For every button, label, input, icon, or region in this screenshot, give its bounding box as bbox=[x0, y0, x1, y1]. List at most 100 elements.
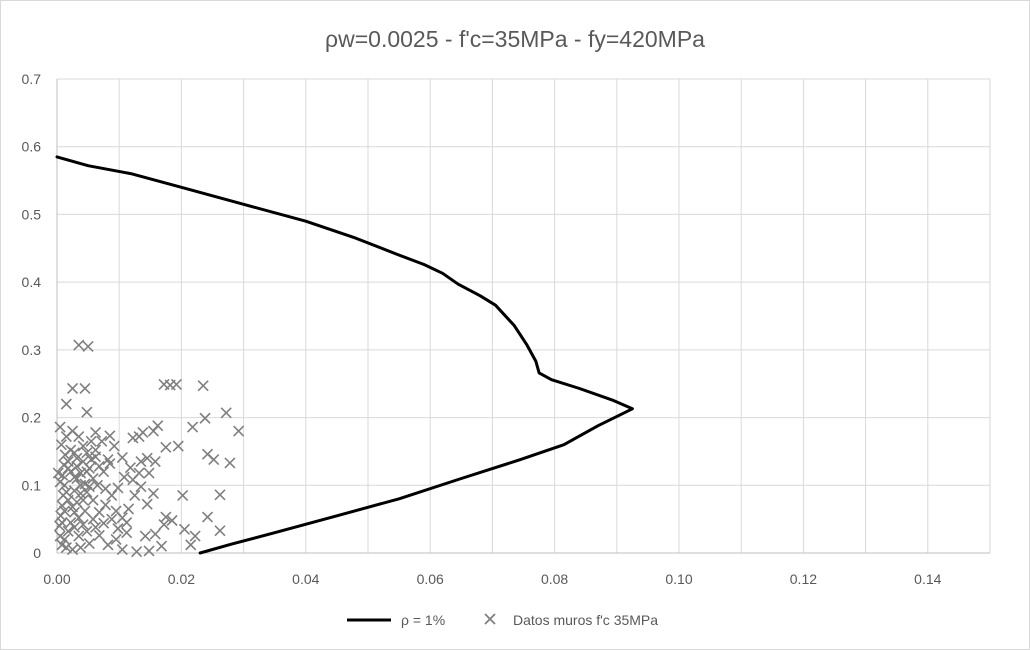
scatter-point bbox=[58, 505, 71, 517]
scatter-point bbox=[98, 517, 110, 529]
scatter-point bbox=[102, 453, 114, 466]
scatter-point bbox=[87, 472, 99, 485]
scatter-point bbox=[99, 499, 112, 511]
scatter-point bbox=[104, 430, 116, 442]
x-tick-label: 0.00 bbox=[43, 571, 70, 587]
tick-labels: 0.00 0.02 0.04 0.06 0.08 0.10 0.12 0.14 0 0.1 0.2 0… bbox=[22, 71, 942, 587]
scatter-point bbox=[233, 425, 245, 437]
scatter-point bbox=[73, 430, 85, 443]
scatter-point bbox=[60, 398, 72, 410]
scatter-point bbox=[62, 462, 74, 474]
scatter-point bbox=[81, 447, 93, 459]
scatter-point bbox=[73, 512, 85, 524]
x-tick-label: 0.10 bbox=[665, 571, 692, 587]
scatter-point bbox=[85, 435, 97, 447]
scatter-point bbox=[147, 425, 159, 437]
scatter-point bbox=[214, 489, 226, 501]
y-tick-label: 0.3 bbox=[22, 342, 42, 358]
y-tick-label: 0.4 bbox=[22, 274, 42, 290]
x-tick-label: 0.14 bbox=[914, 571, 941, 587]
scatter-point bbox=[79, 382, 91, 395]
scatter-point bbox=[185, 539, 197, 551]
scatter-point bbox=[141, 452, 153, 464]
x-tick-label: 0.04 bbox=[292, 571, 319, 587]
scatter-point bbox=[201, 511, 214, 523]
scatter-point bbox=[52, 467, 64, 479]
scatter-point bbox=[62, 525, 74, 537]
scatter-point bbox=[82, 340, 94, 353]
scatter-point bbox=[55, 439, 67, 451]
scatter-point bbox=[68, 521, 80, 533]
line-series bbox=[55, 155, 634, 555]
chart-title: ρw=0.0025 - f'c=35MPa - fy=420MPa bbox=[325, 26, 705, 52]
scatter-point bbox=[75, 467, 87, 479]
scatter-point bbox=[189, 530, 201, 542]
scatter-point bbox=[77, 440, 89, 452]
scatter-point bbox=[131, 546, 143, 558]
scatter-point bbox=[89, 521, 102, 533]
scatter-point bbox=[129, 489, 141, 502]
scatter-point bbox=[172, 440, 184, 452]
x-tick-label: 0.02 bbox=[168, 571, 195, 587]
scatter-point bbox=[54, 530, 66, 542]
scatter-point bbox=[164, 379, 176, 391]
scatter-point bbox=[118, 471, 130, 483]
scatter-point bbox=[112, 482, 124, 494]
scatter-point bbox=[214, 525, 226, 537]
scatter-point bbox=[121, 527, 133, 539]
scatter-point bbox=[133, 467, 145, 479]
scatter-point bbox=[89, 426, 102, 439]
scatter-point bbox=[187, 421, 199, 433]
scatter-point bbox=[66, 382, 79, 395]
scatter-point bbox=[143, 545, 155, 557]
legend-x-marker bbox=[484, 613, 496, 625]
scatter-point bbox=[71, 472, 83, 485]
x-tick-label: 0.12 bbox=[790, 571, 817, 587]
scatter-point bbox=[199, 412, 211, 424]
scatter-point bbox=[75, 542, 87, 554]
scatter-point bbox=[177, 489, 189, 502]
scatter-point bbox=[110, 533, 122, 546]
scatter-point bbox=[73, 530, 85, 542]
scatter-point bbox=[83, 537, 95, 550]
y-tick-label: 0.5 bbox=[22, 206, 42, 222]
scatter-point bbox=[66, 501, 79, 513]
scatter-point bbox=[106, 513, 118, 525]
scatter-point bbox=[124, 462, 136, 474]
scatter-point bbox=[83, 481, 95, 493]
scatter-point bbox=[54, 476, 66, 488]
scatter-point bbox=[99, 483, 112, 495]
scatter-point bbox=[220, 407, 232, 419]
scatter-point bbox=[68, 485, 80, 497]
series-line-rho-1pct bbox=[55, 155, 634, 555]
y-tick-label: 0.1 bbox=[22, 477, 42, 493]
scatter-point bbox=[147, 487, 159, 499]
scatter-series bbox=[52, 339, 245, 558]
scatter-point bbox=[108, 440, 120, 452]
x-tick-label: 0.08 bbox=[541, 571, 568, 587]
legend-label-line: ρ = 1% bbox=[401, 612, 445, 628]
scatter-point bbox=[122, 503, 135, 515]
scatter-point bbox=[178, 523, 191, 535]
scatter-point bbox=[135, 481, 147, 493]
scatter-point bbox=[149, 528, 161, 540]
legend-label-scatter: Datos muros f'c 35MPa bbox=[513, 612, 658, 628]
legend: ρ = 1% Datos muros f'c 35MPa bbox=[347, 612, 658, 628]
scatter-point bbox=[56, 516, 68, 529]
scatter-point bbox=[102, 539, 114, 551]
scatter-point bbox=[77, 518, 89, 531]
scatter-point bbox=[158, 518, 170, 531]
scatter-point bbox=[135, 456, 147, 468]
scatter-point bbox=[149, 456, 161, 468]
y-tick-label: 0.7 bbox=[22, 71, 42, 87]
scatter-point bbox=[127, 432, 139, 444]
scatter-point bbox=[208, 453, 220, 466]
y-tick-label: 0 bbox=[33, 545, 41, 561]
x-tick-label: 0.06 bbox=[417, 571, 444, 587]
scatter-point bbox=[87, 494, 99, 506]
scatter-point bbox=[166, 514, 178, 527]
scatter-point bbox=[60, 542, 72, 554]
scatter-point bbox=[68, 471, 80, 483]
